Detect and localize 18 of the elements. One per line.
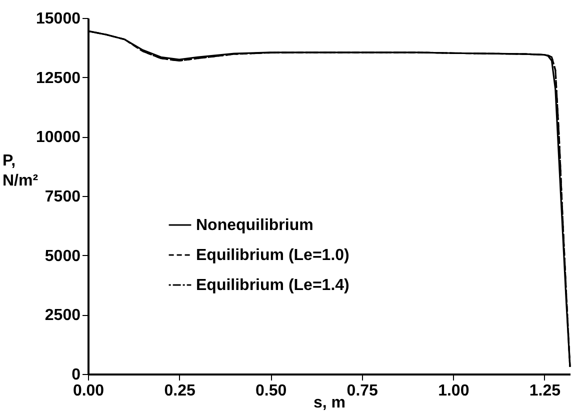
x-tick-label: 0.50: [256, 382, 287, 400]
x-tick-label: 0.00: [72, 382, 104, 400]
x-tick-label: 0.25: [164, 382, 196, 400]
y-tick-label: 7500: [44, 188, 81, 206]
legend-label: Equilibrium (Le=1.0): [196, 247, 350, 264]
x-axis-title: s, m: [313, 394, 346, 412]
x-tick-label: 1.00: [438, 382, 470, 400]
y-tick-label: 2500: [44, 307, 81, 324]
y-tick-label: 0: [72, 366, 81, 384]
y-tick-label: 12500: [36, 70, 81, 87]
y-axis-title: P, N/m²: [2, 152, 38, 190]
legend-label: Equilibrium (Le=1.4): [196, 277, 350, 294]
legend-label: Nonequilibrium: [196, 217, 314, 234]
x-tick-label: 1.25: [529, 382, 561, 400]
y-tick-label: 10000: [36, 129, 81, 146]
x-tick-label: 0.75: [346, 382, 378, 400]
y-tick-label: 15000: [36, 10, 81, 28]
y-tick-label: 5000: [44, 248, 81, 265]
